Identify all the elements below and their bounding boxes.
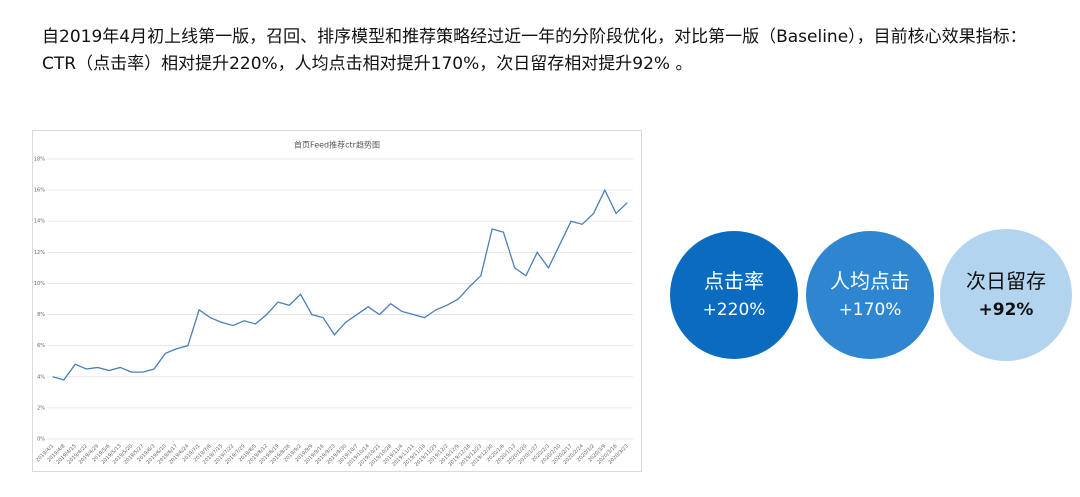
y-tick-label: 0% <box>37 437 45 443</box>
metric-value: +220% <box>702 300 766 320</box>
metric-circle: 人均点击 +170% <box>806 231 934 359</box>
y-tick-label: 12% <box>34 250 45 256</box>
y-tick-label: 18% <box>34 157 45 163</box>
metric-value: +170% <box>838 300 902 320</box>
metric-circle: 点击率 +220% <box>670 231 798 359</box>
chart-title: 首页Feed推荐ctr趋势图 <box>294 140 380 150</box>
metric-label: 人均点击 <box>830 269 910 293</box>
data-line <box>52 188 628 381</box>
y-tick-label: 8% <box>37 312 45 318</box>
chart: 首页Feed推荐ctr趋势图 0% 2% 4% 6% 8% 10% 12% 14% 16% 18%… <box>32 130 642 472</box>
metric-label: 次日留存 <box>966 269 1046 293</box>
metric-value: +92% <box>978 300 1034 320</box>
intro-text: 自2019年4月初上线第一版，召回、排序模型和推荐策略经过近一年的分阶段优化，对… <box>42 27 1027 74</box>
y-tick-label: 6% <box>37 343 45 349</box>
y-tick-label: 2% <box>37 405 45 411</box>
metric-label: 点击率 <box>704 269 764 293</box>
y-tick-label: 10% <box>34 281 45 287</box>
y-tick-label: 4% <box>37 374 45 380</box>
metric-circle: 次日留存 +92% <box>940 229 1072 361</box>
y-tick-label: 14% <box>34 219 45 225</box>
y-tick-label: 16% <box>34 188 45 194</box>
